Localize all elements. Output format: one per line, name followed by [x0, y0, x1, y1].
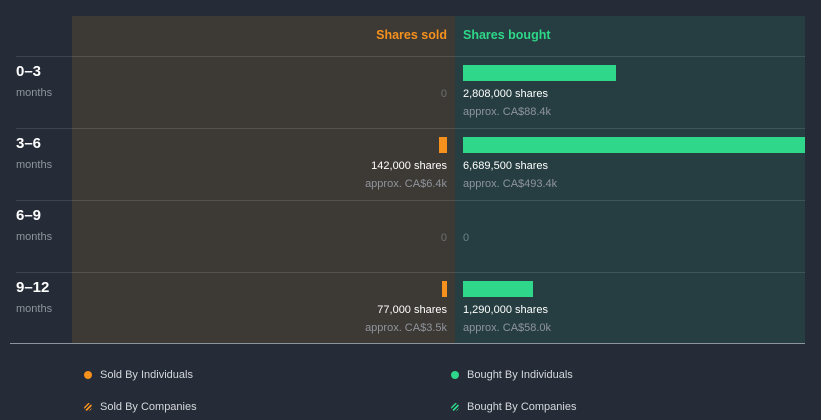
bought-shares: 6,689,500 shares: [463, 160, 549, 172]
orange-hatched-dot-icon: [84, 403, 92, 411]
period-unit: months: [16, 159, 53, 171]
row-divider: [16, 128, 805, 129]
legend-label: Bought By Companies: [467, 401, 577, 413]
bought-approx-value: approx. CA$88.4k: [463, 106, 552, 118]
period-unit: months: [16, 87, 53, 99]
period-label: 6–9: [16, 207, 42, 224]
period-unit: months: [16, 231, 53, 243]
period-row-6-9: 6–9 months 0 0: [0, 201, 821, 273]
legend-bought-companies: Bought By Companies: [451, 401, 576, 413]
sold-zero-value: 0: [440, 232, 447, 244]
sold-bar: [442, 281, 447, 297]
bought-shares: 1,290,000 shares: [463, 304, 549, 316]
bought-bar: [463, 281, 533, 297]
bought-zero-value: 0: [463, 232, 470, 244]
sold-approx-value: approx. CA$3.5k: [365, 322, 447, 334]
sold-shares: 77,000 shares: [377, 304, 447, 316]
period-row-3-6: 3–6 months 142,000 shares approx. CA$6.4…: [0, 129, 821, 201]
sold-bar: [439, 137, 447, 153]
legend-label: Sold By Companies: [100, 401, 197, 413]
period-row-0-3: 0–3 months 0 2,808,000 shares approx. CA…: [0, 57, 821, 129]
sold-zero-value: 0: [440, 88, 447, 100]
period-label: 3–6: [16, 135, 42, 152]
bought-approx-value: approx. CA$58.0k: [463, 322, 552, 334]
bought-bar: [463, 65, 616, 81]
row-divider: [16, 272, 805, 273]
chart-baseline: [10, 343, 805, 344]
green-dot-icon: [451, 371, 459, 379]
legend-label: Sold By Individuals: [100, 369, 193, 381]
legend-sold-individuals: Sold By Individuals: [84, 369, 193, 381]
sold-approx-value: approx. CA$6.4k: [365, 178, 447, 190]
legend-bought-individuals: Bought By Individuals: [451, 369, 573, 381]
bought-bar: [463, 137, 805, 153]
row-divider: [16, 56, 805, 57]
bought-shares: 2,808,000 shares: [463, 88, 549, 100]
green-hatched-dot-icon: [451, 403, 459, 411]
orange-dot-icon: [84, 371, 92, 379]
period-unit: months: [16, 303, 53, 315]
period-label: 0–3: [16, 63, 42, 80]
legend-label: Bought By Individuals: [467, 369, 573, 381]
shares-sold-panel: [72, 16, 455, 343]
period-row-9-12: 9–12 months 77,000 shares approx. CA$3.5…: [0, 273, 821, 345]
period-label: 9–12: [16, 279, 50, 296]
shares-sold-header: Shares sold: [376, 28, 447, 42]
shares-bought-header: Shares bought: [463, 28, 551, 42]
sold-shares: 142,000 shares: [371, 160, 447, 172]
row-divider: [16, 200, 805, 201]
legend-sold-companies: Sold By Companies: [84, 401, 197, 413]
bought-approx-value: approx. CA$493.4k: [463, 178, 558, 190]
